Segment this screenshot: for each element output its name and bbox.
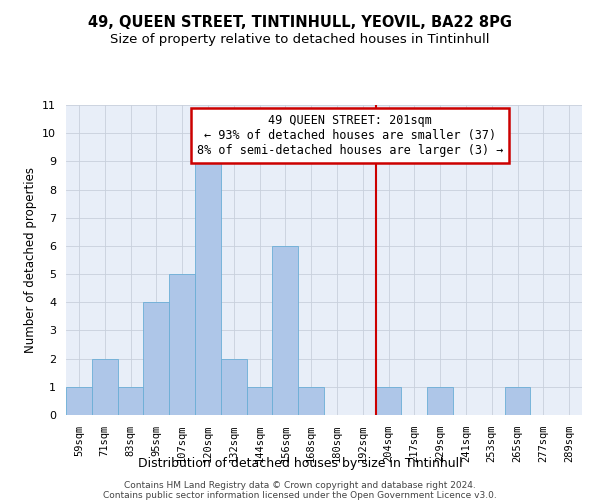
Bar	[376, 387, 401, 415]
Bar	[92, 358, 118, 415]
Text: Contains HM Land Registry data © Crown copyright and database right 2024.
Contai: Contains HM Land Registry data © Crown c…	[103, 480, 497, 500]
Bar	[272, 246, 298, 415]
Text: 49 QUEEN STREET: 201sqm
← 93% of detached houses are smaller (37)
8% of semi-det: 49 QUEEN STREET: 201sqm ← 93% of detache…	[197, 114, 503, 158]
Bar	[118, 387, 143, 415]
Bar	[505, 387, 530, 415]
Bar	[195, 162, 221, 415]
Bar	[169, 274, 195, 415]
Bar	[298, 387, 324, 415]
Bar	[143, 302, 169, 415]
Text: Distribution of detached houses by size in Tintinhull: Distribution of detached houses by size …	[137, 458, 463, 470]
Bar	[66, 387, 92, 415]
Text: 49, QUEEN STREET, TINTINHULL, YEOVIL, BA22 8PG: 49, QUEEN STREET, TINTINHULL, YEOVIL, BA…	[88, 15, 512, 30]
Y-axis label: Number of detached properties: Number of detached properties	[24, 167, 37, 353]
Text: Size of property relative to detached houses in Tintinhull: Size of property relative to detached ho…	[110, 32, 490, 46]
Bar	[427, 387, 453, 415]
Bar	[221, 358, 247, 415]
Bar	[247, 387, 272, 415]
